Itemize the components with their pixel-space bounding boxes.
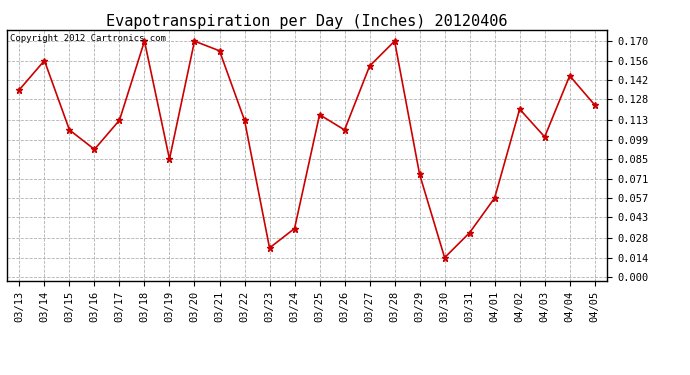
Title: Evapotranspiration per Day (Inches) 20120406: Evapotranspiration per Day (Inches) 2012… xyxy=(106,14,508,29)
Text: Copyright 2012 Cartronics.com: Copyright 2012 Cartronics.com xyxy=(10,34,166,43)
